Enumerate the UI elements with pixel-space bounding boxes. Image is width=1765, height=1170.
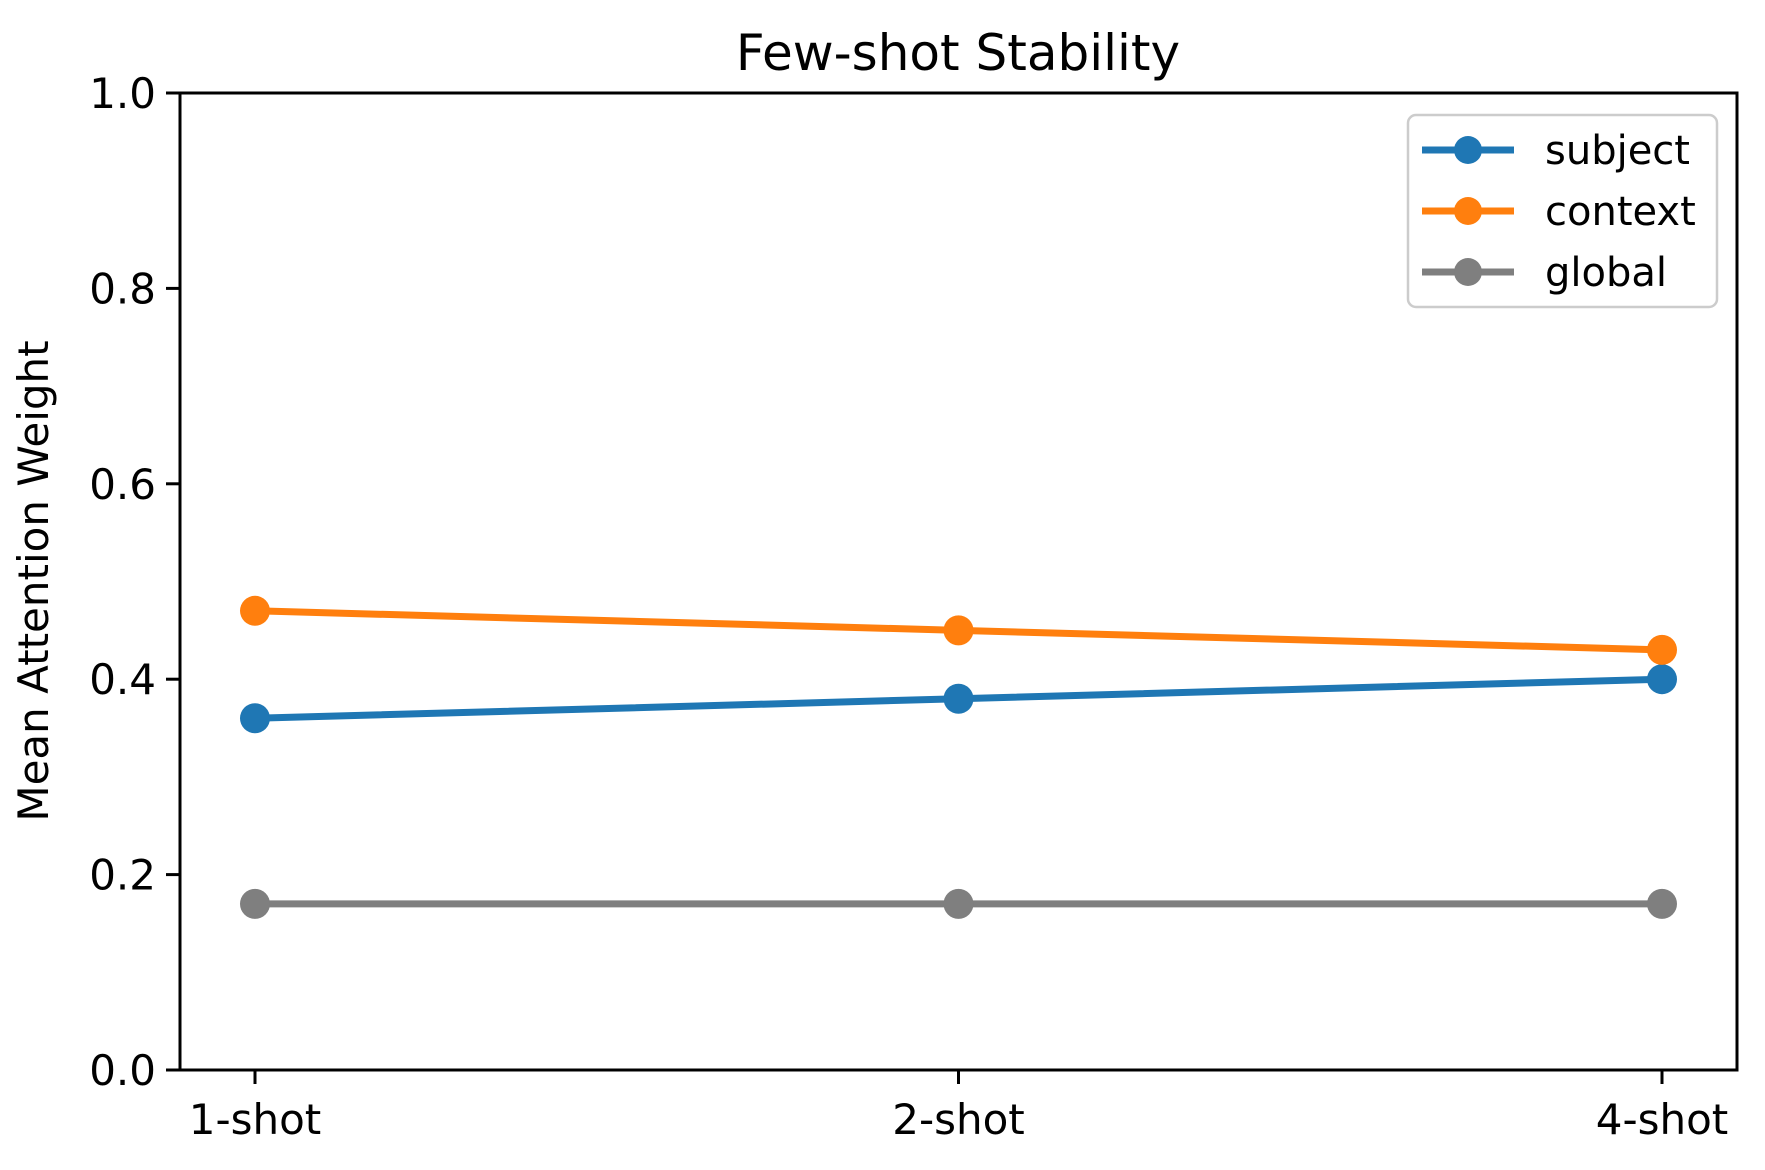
legend-entry-context: context [1422, 189, 1696, 235]
legend-entry-global: global [1422, 250, 1667, 296]
y-tick-label: 1.0 [89, 69, 156, 118]
series-point-subject-2-shot [943, 683, 974, 714]
series-point-global-1-shot [240, 888, 270, 919]
legend-marker-global [1454, 258, 1482, 286]
series-point-context-1-shot [240, 595, 270, 626]
axes: 0.0 0.2 0.4 0.6 0.8 1.0 1-shot 2-shot 4-shot [89, 69, 1739, 1144]
series-point-subject-1-shot [240, 703, 270, 734]
y-tick-label: 0.2 [89, 851, 156, 900]
legend-label-global: global [1545, 250, 1667, 296]
x-tick-label: 2-shot [892, 1095, 1025, 1144]
series-layer [240, 595, 1677, 919]
x-tick-label: 1-shot [189, 1095, 322, 1144]
legend-label-subject: subject [1545, 128, 1690, 174]
chart-title: Few-shot Stability [736, 24, 1180, 82]
series-point-subject-4-shot [1647, 664, 1677, 695]
legend-label-context: context [1545, 189, 1696, 235]
x-tick-label: 4-shot [1596, 1095, 1729, 1144]
y-tick-label: 0.6 [89, 460, 156, 509]
series-point-global-4-shot [1647, 888, 1677, 919]
legend-entry-subject: subject [1422, 128, 1690, 174]
series-point-context-2-shot [943, 615, 974, 646]
legend: subject context global [1406, 113, 1719, 309]
y-tick-label: 0.4 [89, 655, 156, 704]
y-tick-label: 0.8 [89, 264, 156, 313]
y-tick-label: 0.0 [89, 1046, 156, 1095]
legend-box [1406, 113, 1719, 309]
legend-marker-context [1454, 197, 1482, 225]
legend-marker-subject [1454, 136, 1482, 164]
y-axis-label: Mean Attention Weight [9, 340, 58, 821]
series-point-context-4-shot [1647, 634, 1677, 665]
series-point-global-2-shot [943, 888, 974, 919]
